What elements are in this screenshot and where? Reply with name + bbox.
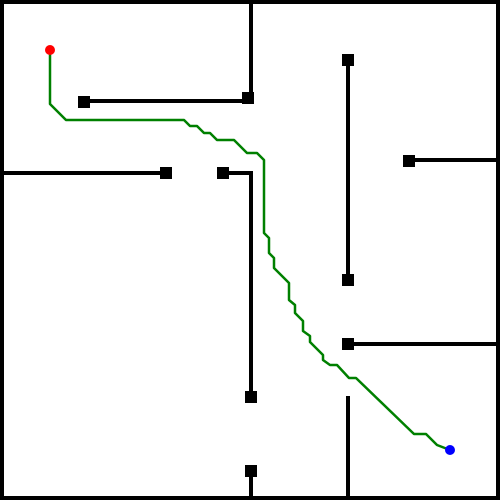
wall-endpoint-marker [217, 167, 229, 179]
wall-endpoint-marker [245, 391, 257, 403]
wall-endpoints [78, 54, 415, 477]
wall-endpoint-marker [342, 274, 354, 286]
solution-path [48, 48, 452, 452]
wall-endpoint-marker [245, 465, 257, 477]
wall-endpoint-marker [78, 96, 90, 108]
wall-endpoint-marker [160, 167, 172, 179]
wall-endpoint-marker [403, 155, 415, 167]
start-marker [45, 45, 55, 55]
goal-marker [445, 445, 455, 455]
wall-endpoint-marker [342, 54, 354, 66]
wall-endpoint-marker [242, 92, 254, 104]
wall-endpoint-marker [342, 338, 354, 350]
